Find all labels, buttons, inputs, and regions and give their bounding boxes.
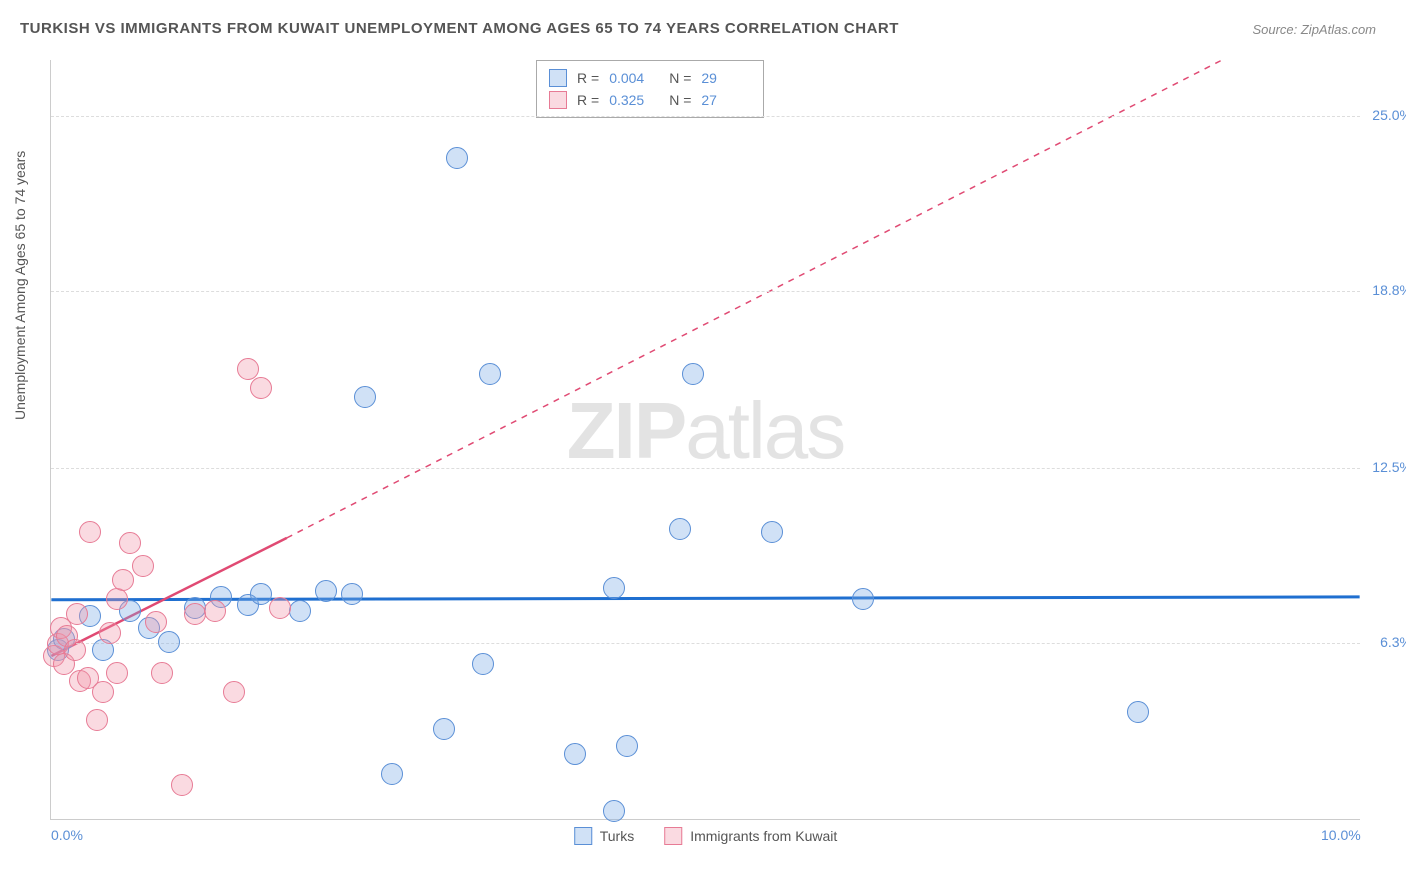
- stat-label: R =: [577, 92, 599, 108]
- y-tick-label: 6.3%: [1364, 634, 1406, 650]
- gridline: [51, 468, 1360, 469]
- scatter-point: [479, 363, 501, 385]
- scatter-point: [132, 555, 154, 577]
- stats-row: R = 0.325 N = 27: [549, 89, 751, 111]
- scatter-point: [315, 580, 337, 602]
- scatter-point: [341, 583, 363, 605]
- scatter-point: [86, 709, 108, 731]
- legend-swatch: [574, 827, 592, 845]
- legend-swatch: [549, 69, 567, 87]
- stat-n-value: 27: [701, 92, 751, 108]
- stat-label: N =: [669, 92, 691, 108]
- scatter-point: [289, 600, 311, 622]
- stat-label: N =: [669, 70, 691, 86]
- legend-swatch: [549, 91, 567, 109]
- stat-n-value: 29: [701, 70, 751, 86]
- scatter-point: [603, 800, 625, 822]
- legend-label: Turks: [600, 828, 634, 844]
- scatter-point: [354, 386, 376, 408]
- scatter-point: [446, 147, 468, 169]
- chart-title: TURKISH VS IMMIGRANTS FROM KUWAIT UNEMPL…: [20, 20, 899, 37]
- scatter-point: [669, 518, 691, 540]
- watermark: ZIPatlas: [567, 384, 844, 476]
- gridline: [51, 291, 1360, 292]
- legend-item: Immigrants from Kuwait: [664, 827, 837, 845]
- scatter-point: [250, 377, 272, 399]
- scatter-point: [269, 597, 291, 619]
- x-tick-label: 0.0%: [51, 827, 83, 843]
- scatter-point: [145, 611, 167, 633]
- stat-r-value: 0.004: [609, 70, 659, 86]
- scatter-point: [99, 622, 121, 644]
- scatter-point: [250, 583, 272, 605]
- scatter-point: [564, 743, 586, 765]
- scatter-point: [92, 681, 114, 703]
- scatter-point: [112, 569, 134, 591]
- y-tick-label: 18.8%: [1364, 282, 1406, 298]
- stat-r-value: 0.325: [609, 92, 659, 108]
- scatter-point: [64, 639, 86, 661]
- scatter-point: [223, 681, 245, 703]
- scatter-point: [66, 603, 88, 625]
- legend-swatch: [664, 827, 682, 845]
- scatter-point: [682, 363, 704, 385]
- scatter-point: [204, 600, 226, 622]
- stats-row: R = 0.004 N = 29: [549, 67, 751, 89]
- scatter-point: [171, 774, 193, 796]
- gridline: [51, 643, 1360, 644]
- stat-label: R =: [577, 70, 599, 86]
- scatter-point: [603, 577, 625, 599]
- chart-plot-area: ZIPatlas R =0.004N =29R =0.325N =27 Turk…: [50, 60, 1360, 820]
- legend-label: Immigrants from Kuwait: [690, 828, 837, 844]
- scatter-point: [381, 763, 403, 785]
- scatter-point: [151, 662, 173, 684]
- scatter-point: [237, 358, 259, 380]
- scatter-point: [106, 588, 128, 610]
- scatter-point: [106, 662, 128, 684]
- scatter-point: [472, 653, 494, 675]
- source-attribution: Source: ZipAtlas.com: [1252, 22, 1376, 37]
- scatter-point: [852, 588, 874, 610]
- scatter-point: [433, 718, 455, 740]
- gridline: [51, 116, 1360, 117]
- scatter-point: [119, 532, 141, 554]
- scatter-point: [184, 603, 206, 625]
- y-tick-label: 25.0%: [1364, 107, 1406, 123]
- legend-item: Turks: [574, 827, 634, 845]
- scatter-point: [1127, 701, 1149, 723]
- x-tick-label: 10.0%: [1321, 827, 1361, 843]
- chart-svg-overlay: [51, 60, 1360, 819]
- scatter-point: [616, 735, 638, 757]
- watermark-bold: ZIP: [567, 385, 685, 474]
- y-tick-label: 12.5%: [1364, 459, 1406, 475]
- correlation-stats-legend: R = 0.004 N = 29 R = 0.325 N = 27: [536, 60, 764, 118]
- series-legend: Turks Immigrants from Kuwait: [574, 827, 838, 845]
- y-axis-label: Unemployment Among Ages 65 to 74 years: [12, 151, 28, 420]
- watermark-light: atlas: [685, 385, 844, 474]
- scatter-point: [761, 521, 783, 543]
- scatter-point: [158, 631, 180, 653]
- scatter-point: [79, 521, 101, 543]
